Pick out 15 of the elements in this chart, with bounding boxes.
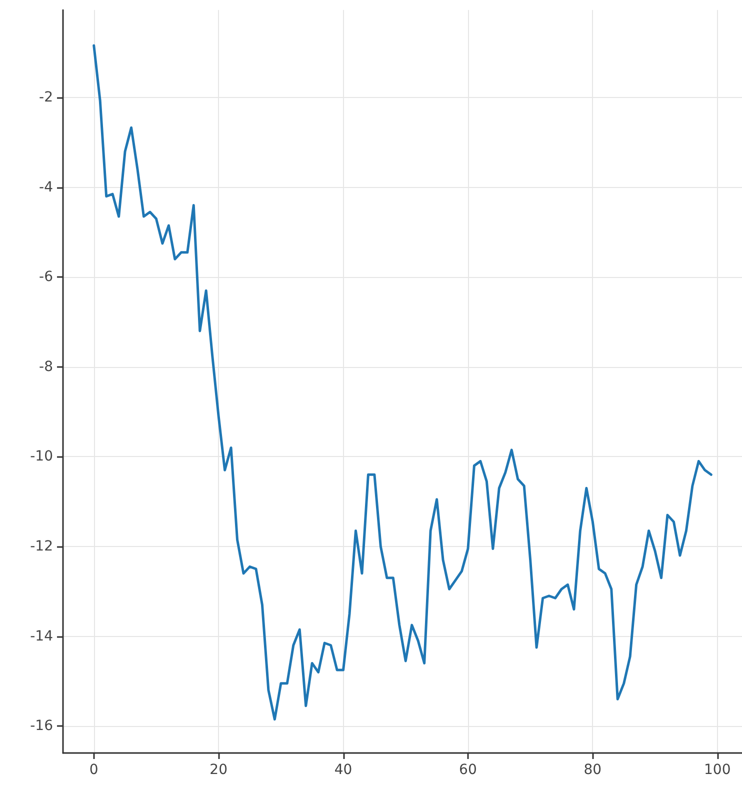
y-tick-label: -14 bbox=[30, 628, 54, 644]
y-tick-label: -8 bbox=[39, 358, 53, 375]
x-tick-label: 100 bbox=[704, 762, 731, 778]
x-tick-label: 40 bbox=[334, 762, 352, 778]
x-tick-label: 0 bbox=[89, 762, 98, 778]
y-tick-label: -2 bbox=[39, 90, 53, 106]
x-tick-label: 60 bbox=[459, 762, 477, 778]
y-tick-label: -16 bbox=[30, 718, 54, 734]
line-series bbox=[92, 44, 712, 721]
x-tick-label: 20 bbox=[210, 762, 228, 778]
y-tick-label: -4 bbox=[39, 179, 54, 196]
x-tick-label: 80 bbox=[584, 762, 602, 778]
y-tick-label: -10 bbox=[30, 448, 53, 465]
y-tick-label: -12 bbox=[30, 538, 53, 554]
y-tick-label: -6 bbox=[39, 269, 54, 286]
